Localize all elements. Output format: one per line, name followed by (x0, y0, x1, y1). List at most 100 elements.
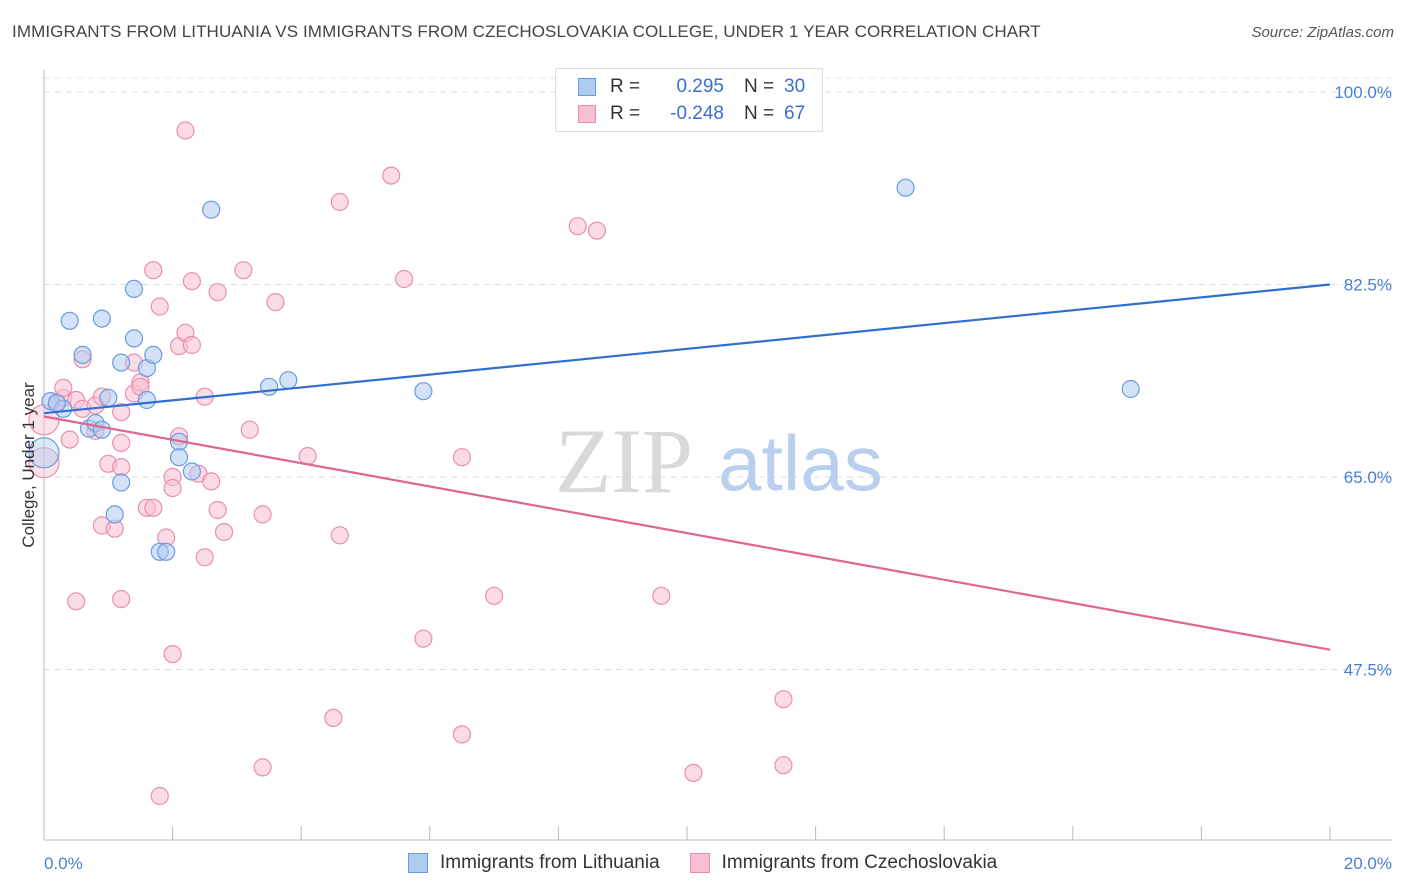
point-lithuania (28, 437, 60, 469)
point-lithuania (279, 371, 298, 390)
legend-swatch-pink (689, 853, 710, 873)
legend-n-label: N = (744, 76, 775, 97)
point-lithuania (60, 311, 79, 330)
point-czechoslovakia (144, 498, 163, 517)
point-czechoslovakia (60, 430, 79, 449)
legend-item-czechoslovakia[interactable]: Immigrants from Czechoslovakia (689, 852, 997, 874)
point-czechoslovakia (298, 447, 317, 466)
y-tick-label: 100.0% (1334, 83, 1392, 102)
point-czechoslovakia (202, 472, 221, 491)
point-czechoslovakia (163, 644, 182, 664)
point-czechoslovakia (394, 269, 414, 289)
point-czechoslovakia (240, 420, 259, 439)
point-lithuania (47, 394, 66, 413)
point-czechoslovakia (208, 283, 227, 302)
point-czechoslovakia (452, 448, 472, 467)
point-lithuania (1121, 379, 1140, 399)
point-lithuania (124, 279, 144, 298)
legend-n-value: 67 (784, 103, 806, 124)
point-czechoslovakia (684, 763, 703, 783)
legend-item-lithuania[interactable]: Immigrants from Lithuania (408, 852, 660, 874)
legend-swatch-pink (578, 105, 596, 123)
trend-line-lithuania (43, 283, 1331, 415)
point-czechoslovakia (214, 522, 234, 542)
legend-r-value: -0.248 (670, 103, 724, 124)
point-czechoslovakia (28, 447, 60, 479)
point-lithuania (73, 345, 92, 364)
x-tick-label-min: 0.0% (44, 854, 83, 873)
y-tick-label: 47.5% (1344, 661, 1392, 680)
point-lithuania (896, 178, 915, 197)
point-czechoslovakia (485, 586, 504, 605)
point-lithuania (99, 388, 118, 407)
legend-row-lithuania: R = 0.295 N = 30 (578, 73, 805, 101)
chart-title: IMMIGRANTS FROM LITHUANIA VS IMMIGRANTS … (12, 22, 1041, 41)
point-czechoslovakia (568, 217, 587, 236)
legend-r-label: R = (610, 76, 641, 97)
point-czechoslovakia (253, 505, 272, 524)
series-czechoslovakia-points (28, 121, 793, 806)
point-lithuania (137, 390, 156, 410)
point-czechoslovakia (330, 192, 349, 212)
point-czechoslovakia (266, 293, 285, 312)
point-lithuania (414, 382, 433, 401)
source-credit: Source: ZipAtlas.com (1251, 24, 1394, 41)
point-czechoslovakia (163, 478, 182, 498)
point-czechoslovakia (144, 261, 163, 280)
trend-lines (43, 283, 1331, 651)
point-czechoslovakia (150, 786, 169, 806)
point-lithuania (112, 473, 131, 492)
point-lithuania (112, 353, 131, 372)
point-czechoslovakia (67, 592, 86, 611)
point-lithuania (182, 462, 201, 481)
point-czechoslovakia (774, 756, 793, 775)
point-czechoslovakia (774, 690, 793, 709)
watermark-atlas: atlas (718, 419, 883, 507)
y-axis-title: College, Under 1 year (19, 382, 38, 548)
point-lithuania (202, 200, 221, 219)
legend-label-lithuania: Immigrants from Lithuania (440, 852, 660, 873)
point-czechoslovakia (208, 500, 227, 520)
legend-r-label: R = (610, 103, 641, 124)
y-tick-label: 82.5% (1344, 276, 1392, 295)
point-lithuania (124, 329, 144, 348)
point-czechoslovakia (253, 758, 272, 777)
legend-r-value: 0.295 (676, 76, 724, 97)
point-czechoslovakia (652, 586, 671, 605)
point-czechoslovakia (112, 589, 131, 609)
grid (44, 77, 1392, 670)
legend-swatch-blue (578, 78, 596, 96)
watermark-zip: ZIP (555, 410, 693, 512)
point-czechoslovakia (112, 433, 131, 452)
watermark: ZIP atlas (555, 410, 883, 512)
point-czechoslovakia (54, 378, 73, 397)
stats-legend: R = 0.295 N = 30 R = -0.248 N = 67 (555, 68, 823, 132)
point-czechoslovakia (182, 335, 201, 355)
legend-n-value: 30 (784, 76, 806, 97)
point-czechoslovakia (452, 725, 472, 744)
point-czechoslovakia (112, 458, 131, 477)
point-czechoslovakia (587, 221, 607, 240)
point-czechoslovakia (330, 526, 349, 545)
trend-line-czechoslovakia (43, 415, 1331, 651)
y-tick-label: 65.0% (1344, 468, 1392, 487)
series-lithuania-points (28, 178, 1140, 561)
point-czechoslovakia (234, 261, 253, 280)
point-czechoslovakia (324, 708, 343, 728)
tick-labels: 47.5% 65.0% 82.5% 100.0% 0.0% 20.0% (44, 83, 1392, 873)
point-lithuania (144, 345, 163, 364)
legend-n-label: N = (744, 103, 775, 124)
point-czechoslovakia (176, 121, 195, 140)
point-czechoslovakia (414, 629, 433, 648)
point-lithuania (92, 309, 111, 328)
point-czechoslovakia (382, 166, 401, 185)
series-legend: Immigrants from Lithuania Immigrants fro… (408, 852, 1027, 874)
legend-row-czechoslovakia: R = -0.248 N = 67 (578, 100, 805, 128)
point-lithuania (92, 420, 111, 439)
point-czechoslovakia (112, 403, 131, 422)
point-czechoslovakia (182, 272, 201, 291)
point-czechoslovakia (150, 297, 169, 316)
point-czechoslovakia (195, 548, 214, 567)
axes (43, 70, 1392, 841)
